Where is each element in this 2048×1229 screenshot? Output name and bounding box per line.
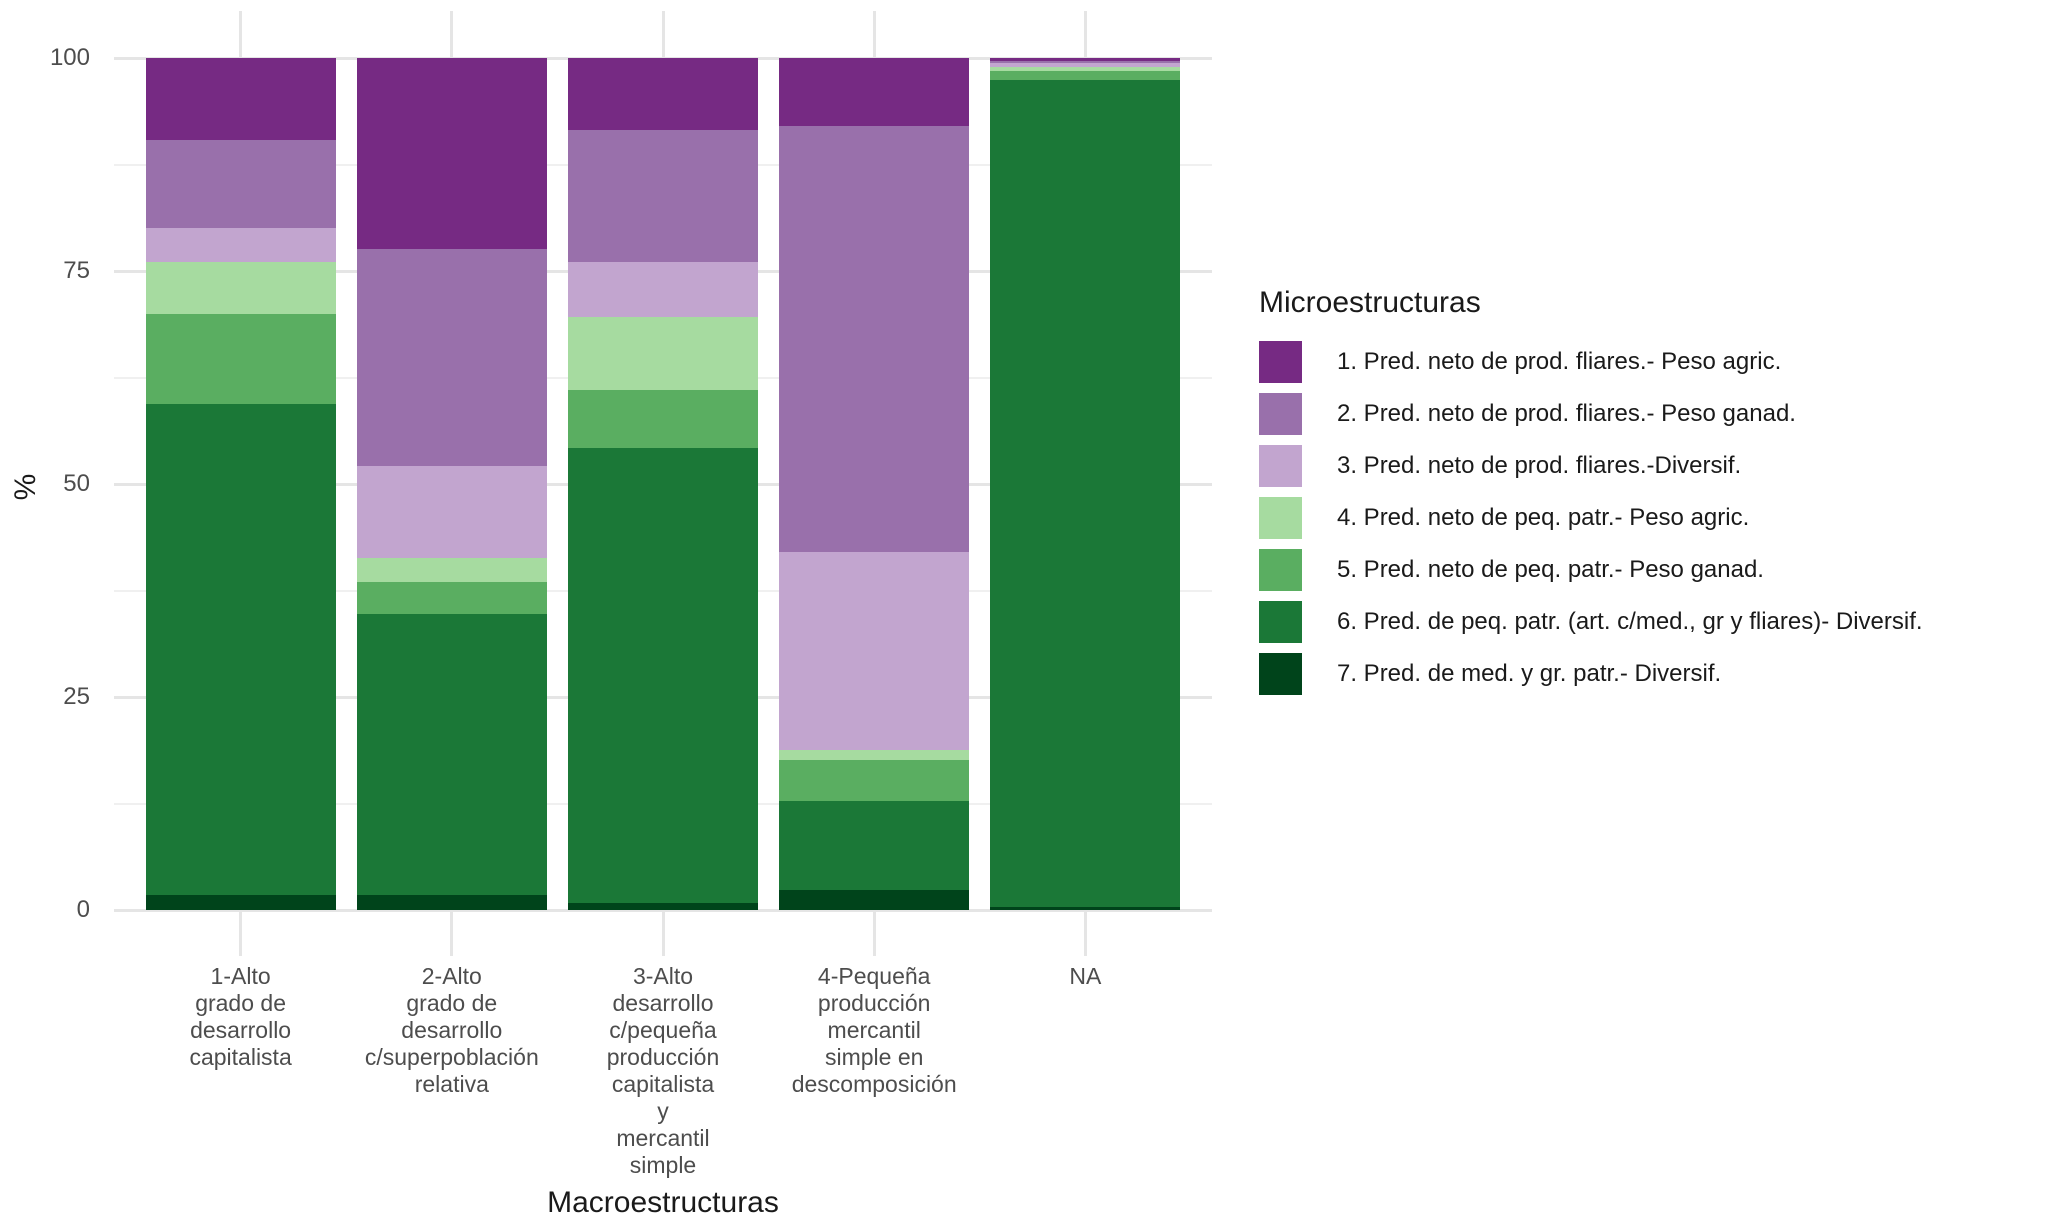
bar-segment: [567, 58, 759, 131]
bar-segment: [779, 749, 970, 761]
bar-segment: [567, 903, 759, 910]
legend-row: 7. Pred. de med. y gr. patr.- Diversif.: [1259, 648, 1923, 700]
bar-segment: [567, 448, 759, 904]
bar-segment: [567, 316, 759, 391]
x-tick-label: NA: [1069, 963, 1102, 989]
x-tick-label: 3-Alto desarrollo c/pequeña producción c…: [606, 963, 720, 1178]
legend-label: 6. Pred. de peq. patr. (art. c/med., gr …: [1337, 608, 1923, 635]
legend-label: 5. Pred. neto de peq. patr.- Peso ganad.: [1337, 556, 1764, 583]
legend-label: 1. Pred. neto de prod. fliares.- Peso ag…: [1337, 348, 1782, 375]
stacked-bar: [779, 58, 970, 910]
bar-segment: [145, 894, 336, 910]
bar-segment: [145, 139, 336, 228]
bar-segment: [990, 907, 1181, 910]
bar-segment: [356, 895, 547, 910]
bar-segment: [356, 466, 547, 559]
stacked-bar: [567, 58, 759, 910]
bar-segment: [356, 58, 547, 249]
bar-slot: [557, 58, 768, 910]
bar-segment: [356, 614, 547, 896]
bar-segment: [990, 80, 1181, 908]
bar-segment: [990, 58, 1181, 61]
legend-row: 5. Pred. neto de peq. patr.- Peso ganad.: [1259, 544, 1923, 596]
x-tick-label: 2-Alto grado de desarrollo c/superpoblac…: [364, 963, 539, 1097]
legend-label: 2. Pred. neto de prod. fliares.- Peso ga…: [1337, 400, 1796, 427]
legend-row: 6. Pred. de peq. patr. (art. c/med., gr …: [1259, 596, 1923, 648]
bar-segment: [990, 66, 1181, 71]
stacked-bar: [145, 58, 336, 910]
x-axis-title: Macroestructuras: [547, 1186, 779, 1219]
legend-label: 4. Pred. neto de peq. patr.- Peso agric.: [1337, 504, 1750, 531]
bar-segment: [779, 552, 970, 750]
bar-slot: [980, 58, 1191, 910]
bar-segment: [356, 558, 547, 582]
legend-label: 3. Pred. neto de prod. fliares.-Diversif…: [1337, 452, 1742, 479]
bar-segment: [990, 63, 1181, 67]
y-tick-label: 100: [49, 44, 90, 71]
legend-row: 3. Pred. neto de prod. fliares.-Diversif…: [1259, 440, 1923, 492]
bar-segment: [779, 890, 970, 910]
bar-segment: [990, 60, 1181, 64]
legend-key-swatch: [1259, 445, 1302, 487]
stacked-bar: [356, 58, 547, 910]
legend-key-swatch: [1259, 393, 1302, 435]
bar-segment: [145, 227, 336, 262]
bar-segment: [567, 130, 759, 262]
legend-key-swatch: [1259, 601, 1302, 643]
bar-segment: [779, 58, 970, 127]
bar-slot: [135, 58, 346, 910]
bar-segment: [779, 800, 970, 891]
y-tick-label: 0: [76, 896, 90, 923]
bar-segment: [356, 581, 547, 615]
legend-key-swatch: [1259, 341, 1302, 383]
legend: Microestructuras 1. Pred. neto de prod. …: [1259, 286, 1923, 700]
legend-key-swatch: [1259, 653, 1302, 695]
bar-segment: [145, 403, 336, 895]
bar-segment: [779, 126, 970, 553]
bar-segment: [145, 314, 336, 404]
legend-label: 7. Pred. de med. y gr. patr.- Diversif.: [1337, 660, 1722, 687]
bar-segment: [990, 70, 1181, 81]
bar-segment: [145, 261, 336, 315]
bar-segment: [779, 760, 970, 801]
stacked-bar: [990, 58, 1181, 910]
legend-key-swatch: [1259, 549, 1302, 591]
x-tick-label: 1-Alto grado de desarrollo capitalista: [189, 963, 292, 1070]
y-tick-label: 25: [63, 683, 90, 710]
legend-key-swatch: [1259, 497, 1302, 539]
bar-segment: [567, 261, 759, 317]
bar-segment: [356, 248, 547, 467]
y-tick-label: 50: [63, 470, 90, 497]
bar-slot: [769, 58, 980, 910]
bars-row: [135, 58, 1191, 910]
plot-panel: [114, 11, 1212, 956]
legend-row: 2. Pred. neto de prod. fliares.- Peso ga…: [1259, 388, 1923, 440]
bar-segment: [145, 58, 336, 140]
legend-title: Microestructuras: [1259, 286, 1481, 319]
y-tick-label: 75: [63, 257, 90, 284]
legend-rows: 1. Pred. neto de prod. fliares.- Peso ag…: [1259, 336, 1923, 700]
x-tick-label: 4-Pequeña producción mercantil simple en…: [791, 963, 957, 1097]
legend-row: 4. Pred. neto de peq. patr.- Peso agric.: [1259, 492, 1923, 544]
bar-slot: [346, 58, 557, 910]
bar-segment: [567, 390, 759, 449]
legend-row: 1. Pred. neto de prod. fliares.- Peso ag…: [1259, 336, 1923, 388]
